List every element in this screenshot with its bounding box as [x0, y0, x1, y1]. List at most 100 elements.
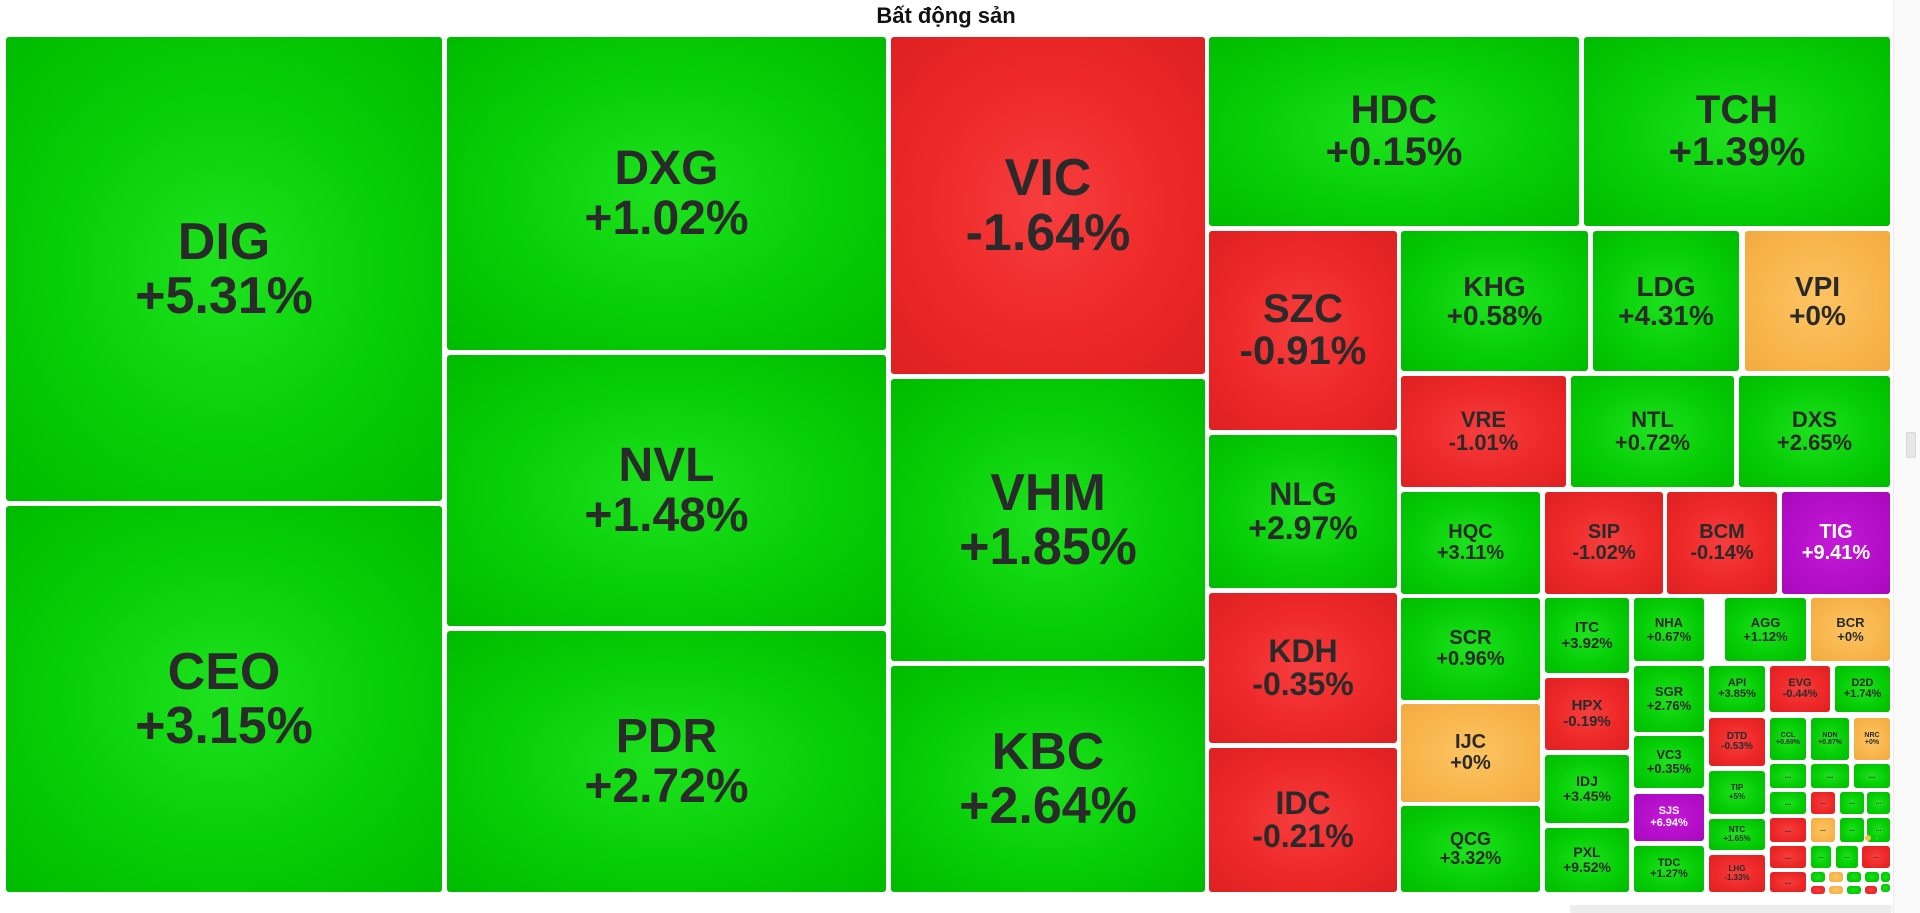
- stock-tile-small-57[interactable]: ...: [1840, 818, 1864, 842]
- stock-change: +2.76%: [1646, 698, 1692, 713]
- stock-tile-hqc[interactable]: HQC +3.11%: [1401, 492, 1540, 594]
- stock-tile-szc[interactable]: SZC -0.91%: [1209, 231, 1397, 430]
- stock-symbol: ...: [1820, 826, 1826, 834]
- stock-change: -0.14%: [1690, 542, 1754, 564]
- stock-tile-nha[interactable]: NHA +0.67%: [1634, 598, 1704, 661]
- stock-tile-pdr[interactable]: PDR +2.72%: [447, 631, 886, 892]
- stock-tile-dig[interactable]: DIG +5.31%: [6, 37, 442, 501]
- stock-tile-hpx[interactable]: HPX -0.19%: [1545, 678, 1629, 750]
- stock-tile-vre[interactable]: VRE -1.01%: [1401, 376, 1566, 487]
- stock-tile-sgr[interactable]: SGR +2.76%: [1634, 666, 1704, 732]
- stock-tile-dxg[interactable]: DXG +1.02%: [447, 37, 886, 350]
- stock-tile-dxs[interactable]: DXS +2.65%: [1739, 376, 1890, 487]
- stock-tile-vc3[interactable]: VC3 +0.35%: [1634, 736, 1704, 788]
- stock-tile-small-66[interactable]: [1847, 872, 1861, 882]
- stock-tile-tig[interactable]: TIG +9.41%: [1782, 492, 1890, 594]
- stock-tile-nvl[interactable]: NVL +1.48%: [447, 355, 886, 626]
- stock-change: -0.21%: [1252, 818, 1354, 854]
- stock-tile-small-63[interactable]: ...: [1770, 872, 1806, 892]
- stock-change: -0.91%: [1239, 328, 1367, 373]
- stock-tile-evg[interactable]: EVG -0.44%: [1770, 666, 1830, 712]
- stock-tile-itc[interactable]: ITC +3.92%: [1545, 598, 1629, 673]
- stock-tile-small-60[interactable]: ...: [1811, 846, 1831, 868]
- stock-tile-ccl[interactable]: CCL +0.69%: [1770, 718, 1806, 760]
- stock-change: +2.72%: [584, 759, 749, 813]
- stock-tile-pxl[interactable]: PXL +9.52%: [1545, 828, 1629, 892]
- stock-tile-small-75[interactable]: [1874, 835, 1880, 841]
- stock-tile-bcr[interactable]: BCR +0%: [1811, 598, 1890, 661]
- stock-tile-tdc[interactable]: TDC +1.27%: [1634, 846, 1704, 892]
- stock-tile-small-69[interactable]: [1829, 886, 1843, 894]
- stock-symbol: ...: [1784, 797, 1792, 807]
- stock-tile-d2d[interactable]: D2D +1.74%: [1835, 666, 1890, 712]
- stock-tile-vpi[interactable]: VPI +0%: [1745, 231, 1890, 371]
- stock-tile-small-74[interactable]: [1865, 835, 1871, 841]
- stock-tile-small-49[interactable]: ...: [1811, 764, 1849, 788]
- stock-change: +5%: [1728, 791, 1746, 801]
- stock-symbol: HQC: [1448, 521, 1493, 544]
- stock-tile-small-53[interactable]: ...: [1840, 792, 1864, 814]
- stock-tile-small-65[interactable]: [1829, 872, 1843, 882]
- stock-tile-small-61[interactable]: ...: [1836, 846, 1858, 868]
- stock-tile-lhg[interactable]: LHG -1.33%: [1709, 855, 1765, 892]
- stock-tile-small-73[interactable]: [1881, 884, 1890, 892]
- stock-tile-small-56[interactable]: ...: [1811, 818, 1835, 842]
- stock-symbol: VIC: [1004, 149, 1092, 208]
- stock-tile-vhm[interactable]: VHM +1.85%: [891, 379, 1205, 661]
- stock-symbol: IDC: [1275, 784, 1331, 821]
- stock-change: +0%: [1450, 752, 1491, 774]
- stock-tile-sjs[interactable]: SJS +6.94%: [1634, 794, 1704, 841]
- stock-tile-small-52[interactable]: ...: [1811, 792, 1835, 814]
- stock-change: +4.31%: [1618, 300, 1714, 331]
- stock-tile-agg[interactable]: AGG +1.12%: [1725, 598, 1806, 661]
- stock-tile-nlg[interactable]: NLG +2.97%: [1209, 435, 1397, 588]
- stock-symbol: NTC: [1728, 825, 1746, 835]
- stock-tile-vic[interactable]: VIC -1.64%: [891, 37, 1205, 374]
- stock-tile-small-62[interactable]: ...: [1862, 846, 1890, 868]
- stock-tile-small-59[interactable]: ...: [1770, 846, 1806, 868]
- stock-change: +1.65%: [1723, 833, 1751, 843]
- scroll-marker[interactable]: [1906, 432, 1916, 458]
- stock-tile-small-70[interactable]: [1847, 886, 1861, 894]
- vertical-scrollbar[interactable]: [1893, 0, 1920, 913]
- stock-symbol: TIP: [1730, 783, 1744, 793]
- stock-tile-small-58[interactable]: ...: [1867, 818, 1890, 842]
- stock-tile-tch[interactable]: TCH +1.39%: [1584, 37, 1890, 226]
- stock-tile-small-72[interactable]: [1881, 872, 1890, 882]
- stock-change: +1.27%: [1650, 868, 1688, 880]
- stock-symbol: CEO: [167, 642, 281, 701]
- stock-tile-ijc[interactable]: IJC +0%: [1401, 704, 1540, 802]
- stock-tile-khg[interactable]: KHG +0.58%: [1401, 231, 1588, 371]
- stock-tile-idj[interactable]: IDJ +3.45%: [1545, 755, 1629, 823]
- stock-tile-ldg[interactable]: LDG +4.31%: [1593, 231, 1739, 371]
- stock-change: +0.35%: [1646, 761, 1692, 776]
- stock-tile-scr[interactable]: SCR +0.96%: [1401, 598, 1540, 700]
- stock-tile-idc[interactable]: IDC -0.21%: [1209, 748, 1397, 892]
- stock-tile-small-55[interactable]: ...: [1770, 818, 1806, 842]
- stock-tile-ntc[interactable]: NTC +1.65%: [1709, 819, 1765, 850]
- stock-tile-small-68[interactable]: [1811, 886, 1825, 894]
- stock-tile-small-71[interactable]: [1865, 886, 1877, 894]
- stock-tile-sip[interactable]: SIP -1.02%: [1545, 492, 1663, 594]
- stock-tile-nrc[interactable]: NRC +0%: [1854, 718, 1890, 760]
- stock-tile-ntl[interactable]: NTL +0.72%: [1571, 376, 1734, 487]
- stock-tile-kbc[interactable]: KBC +2.64%: [891, 666, 1205, 892]
- stock-tile-dtd[interactable]: DTD -0.53%: [1709, 718, 1765, 766]
- stock-tile-kdh[interactable]: KDH -0.35%: [1209, 593, 1397, 743]
- stock-tile-hdc[interactable]: HDC +0.15%: [1209, 37, 1579, 226]
- stock-symbol: IJC: [1454, 731, 1487, 754]
- stock-tile-small-48[interactable]: ...: [1770, 764, 1806, 788]
- stock-tile-api[interactable]: API +3.85%: [1709, 666, 1765, 712]
- stock-tile-bcm[interactable]: BCM -0.14%: [1667, 492, 1777, 594]
- stock-tile-small-54[interactable]: ...: [1867, 792, 1890, 814]
- stock-tile-small-64[interactable]: [1811, 872, 1825, 882]
- stock-tile-ceo[interactable]: CEO +3.15%: [6, 506, 442, 892]
- stock-tile-ndn[interactable]: NDN +0.87%: [1811, 718, 1849, 760]
- stock-tile-qcg[interactable]: QCG +3.32%: [1401, 806, 1540, 892]
- stock-symbol: ...: [1849, 799, 1855, 807]
- horizontal-scrollbar[interactable]: [1570, 905, 1892, 913]
- stock-tile-small-67[interactable]: [1865, 872, 1879, 882]
- stock-tile-small-51[interactable]: ...: [1770, 792, 1806, 814]
- stock-tile-tip[interactable]: TIP +5%: [1709, 771, 1765, 814]
- stock-tile-small-50[interactable]: ...: [1854, 764, 1890, 788]
